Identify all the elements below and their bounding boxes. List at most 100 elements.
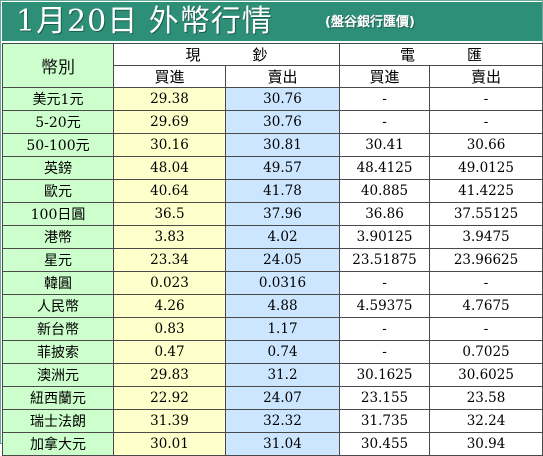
currency-cell: 星元 <box>2 248 114 272</box>
currency-cell: 菲披索 <box>2 340 114 364</box>
currency-cell: 加拿大元 <box>2 432 114 456</box>
remit-sell-cell: - <box>429 317 543 341</box>
rate-rows: 美元1元 29.38 30.76- -5-20元 29.69 30.76- -50-100元… <box>2 87 543 456</box>
table-row: 星元 23.34 24.05 23.51875 23.96625 <box>2 248 543 272</box>
cash-sell-cell: 24.05 <box>224 248 341 272</box>
cash-sell-cell: 41.78 <box>224 179 341 203</box>
table-row: 港幣 3.83 4.02 3.90125 3.9475 <box>2 225 543 249</box>
cash-buy-cell: 29.83 <box>113 363 226 387</box>
remit-buy-cell: - <box>339 317 431 341</box>
cash-buy-cell: 0.023 <box>113 271 226 295</box>
table-row: 韓圓 0.023 0.0316- - <box>2 271 543 295</box>
remit-sell-cell: - <box>429 271 543 295</box>
currency-cell: 人民幣 <box>2 294 114 318</box>
cash-sell-cell: 49.57 <box>224 156 341 180</box>
cash-buy-cell: 3.83 <box>113 225 226 249</box>
currency-cell: 紐西蘭元 <box>2 386 114 410</box>
currency-cell: 韓圓 <box>2 271 114 295</box>
table-row: 英鎊 48.04 49.57 48.4125 49.0125 <box>2 156 543 180</box>
remit-buy-cell: - <box>339 110 431 134</box>
cash-sell-cell: 30.76 <box>224 87 341 111</box>
remit-sell-cell: 30.94 <box>429 432 543 456</box>
remit-buy-cell: - <box>339 271 431 295</box>
table-row: 加拿大元 30.01 31.04 30.455 30.94 <box>2 432 543 456</box>
cash-buy-cell: 29.38 <box>113 87 226 111</box>
cash-sell-header: 賣出 <box>224 65 341 88</box>
currency-cell: 瑞士法朗 <box>2 409 114 433</box>
cash-buy-cell: 30.01 <box>113 432 226 456</box>
remit-buy-cell: 40.885 <box>339 179 431 203</box>
remit-buy-cell: - <box>339 87 431 111</box>
cash-buy-cell: 0.47 <box>113 340 226 364</box>
table-row: 5-20元 29.69 30.76- - <box>2 110 543 134</box>
remit-sell-cell: 23.58 <box>429 386 543 410</box>
remittance-group-header: 電匯 <box>339 43 543 66</box>
cash-sell-cell: 4.88 <box>224 294 341 318</box>
remit-sell-cell: 4.7675 <box>429 294 543 318</box>
table-row: 瑞士法朗 31.39 32.32 31.735 32.24 <box>2 409 543 433</box>
cash-buy-cell: 40.64 <box>113 179 226 203</box>
table-row: 澳洲元 29.83 31.2 30.1625 30.6025 <box>2 363 543 387</box>
remit-sell-cell: - <box>429 110 543 134</box>
remit-buy-cell: 23.155 <box>339 386 431 410</box>
remit-buy-header: 買進 <box>339 65 431 88</box>
cash-sell-cell: 24.07 <box>224 386 341 410</box>
remit-buy-cell: 3.90125 <box>339 225 431 249</box>
remit-sell-cell: 32.24 <box>429 409 543 433</box>
title-bar: 1月20日 外幣行情 (盤谷銀行匯價) <box>2 2 542 41</box>
source-subtitle: (盤谷銀行匯價) <box>325 15 415 30</box>
remit-buy-cell: 30.1625 <box>339 363 431 387</box>
cash-buy-cell: 31.39 <box>113 409 226 433</box>
cash-buy-cell: 36.5 <box>113 202 226 226</box>
remit-sell-cell: 37.55125 <box>429 202 543 226</box>
cash-buy-cell: 0.83 <box>113 317 226 341</box>
table-row: 歐元 40.64 41.78 40.885 41.4225 <box>2 179 543 203</box>
remit-buy-cell: 36.86 <box>339 202 431 226</box>
remit-buy-cell: 23.51875 <box>339 248 431 272</box>
remit-sell-cell: 41.4225 <box>429 179 543 203</box>
remit-sell-cell: 30.6025 <box>429 363 543 387</box>
cash-buy-cell: 30.16 <box>113 133 226 157</box>
exchange-rate-table: 幣別 現鈔 電匯 買進 賣出 買進 賣出 美元1元 29.38 30.76- -5-2… <box>2 43 543 456</box>
table-row: 菲披索 0.47 0.74-0.7025 <box>2 340 543 364</box>
remit-buy-cell: - <box>339 340 431 364</box>
cash-sell-cell: 31.2 <box>224 363 341 387</box>
remit-buy-cell: 31.735 <box>339 409 431 433</box>
table-row: 紐西蘭元 22.92 24.07 23.155 23.58 <box>2 386 543 410</box>
cash-sell-cell: 32.32 <box>224 409 341 433</box>
remit-sell-cell: 23.96625 <box>429 248 543 272</box>
table-row: 美元1元 29.38 30.76- - <box>2 87 543 111</box>
remit-buy-cell: 48.4125 <box>339 156 431 180</box>
cash-sell-cell: 0.0316 <box>224 271 341 295</box>
currency-column-header: 幣別 <box>2 43 114 88</box>
currency-cell: 5-20元 <box>2 110 114 134</box>
cash-sell-cell: 31.04 <box>224 432 341 456</box>
cash-buy-header: 買進 <box>113 65 226 88</box>
currency-cell: 港幣 <box>2 225 114 249</box>
cash-sell-cell: 0.74 <box>224 340 341 364</box>
remit-sell-cell: 49.0125 <box>429 156 543 180</box>
remit-sell-cell: - <box>429 87 543 111</box>
cash-sell-cell: 4.02 <box>224 225 341 249</box>
table-row: 100日圓 36.5 37.96 36.86 37.55125 <box>2 202 543 226</box>
cash-sell-cell: 1.17 <box>224 317 341 341</box>
remit-sell-cell: 0.7025 <box>429 340 543 364</box>
currency-cell: 100日圓 <box>2 202 114 226</box>
cash-buy-cell: 4.26 <box>113 294 226 318</box>
cash-buy-cell: 22.92 <box>113 386 226 410</box>
header-row-groups: 幣別 現鈔 電匯 <box>2 43 543 88</box>
cash-sell-cell: 37.96 <box>224 202 341 226</box>
header-row-subcolumns: 買進 賣出 買進 賣出 <box>3 65 543 88</box>
remit-sell-header: 賣出 <box>429 65 543 88</box>
cash-sell-cell: 30.81 <box>224 133 341 157</box>
cash-buy-cell: 48.04 <box>113 156 226 180</box>
currency-cell: 新台幣 <box>2 317 114 341</box>
currency-cell: 澳洲元 <box>2 363 114 387</box>
cash-sell-cell: 30.76 <box>224 110 341 134</box>
currency-cell: 50-100元 <box>2 133 114 157</box>
remit-sell-cell: 30.66 <box>429 133 543 157</box>
currency-cell: 英鎊 <box>2 156 114 180</box>
table-row: 新台幣 0.83 1.17- - <box>2 317 543 341</box>
cash-group-header: 現鈔 <box>112 43 341 66</box>
